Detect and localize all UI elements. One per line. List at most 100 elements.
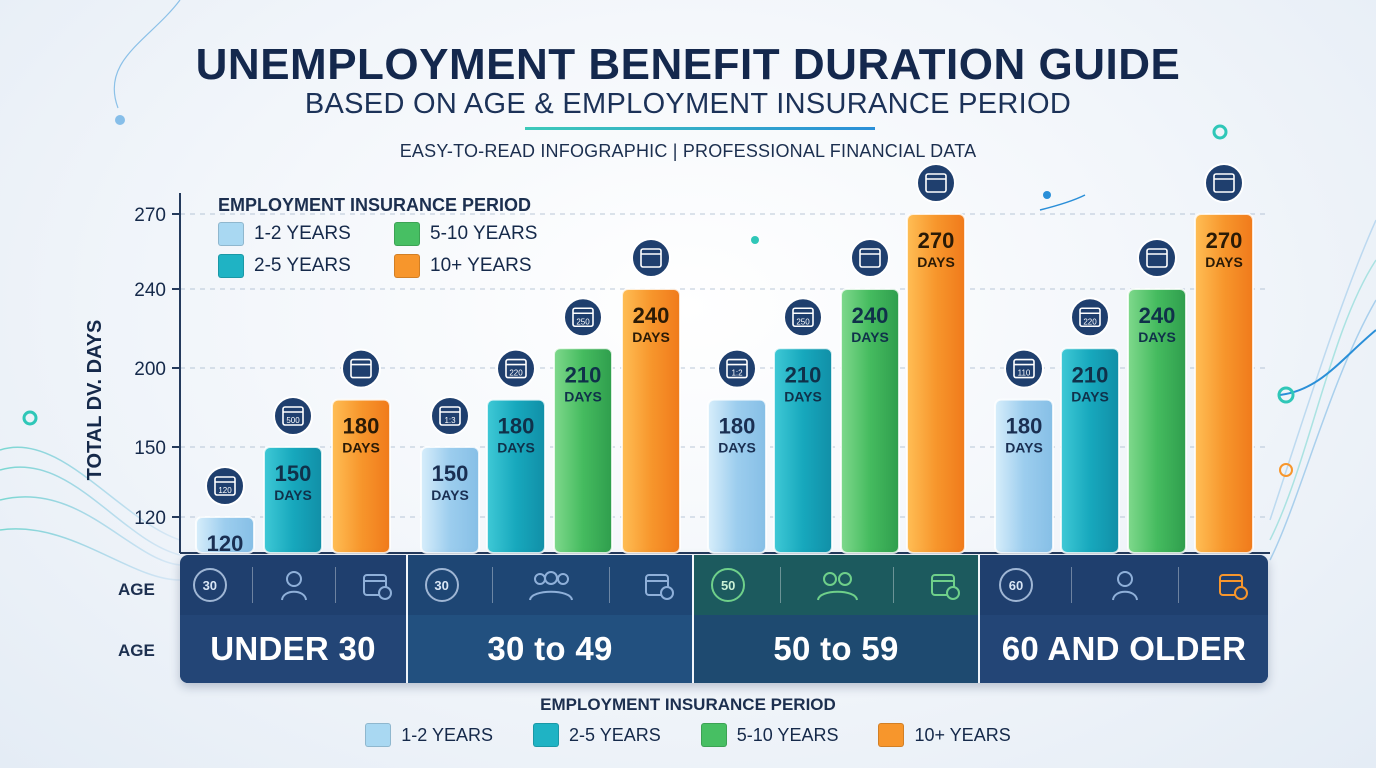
y-axis-label: TOTAL DV. DAYS <box>84 320 106 481</box>
legend-swatch <box>700 723 727 747</box>
legend-item-10-plus-years: 10+ YEARS <box>394 254 570 278</box>
bar-value-label: 180 <box>498 414 535 439</box>
bar-value-label: 180 <box>719 414 756 439</box>
legend-item-1-2-years: 1-2 YEARS <box>218 222 394 246</box>
legend-swatch <box>394 254 420 278</box>
legend-item-2-5-years: 2-5 YEARS <box>533 723 661 747</box>
legend-item-5-10-years: 5-10 YEARS <box>394 222 570 246</box>
age-group-50-to-59: 50 50 to 59 <box>694 555 978 683</box>
calendar-icon <box>1204 163 1244 203</box>
bar-unit-label: DAYS <box>784 388 822 404</box>
calendar-icon-body <box>726 358 748 379</box>
calendar-icon-body <box>640 248 662 268</box>
bar-unit-label: DAYS <box>917 254 955 270</box>
divider <box>252 567 254 603</box>
calendar-icon-number: 1:3 <box>444 416 456 425</box>
legend-item-5-10-years: 5-10 YEARS <box>700 723 838 747</box>
bar-value-label: 180 <box>343 414 380 439</box>
calendar-clock-icon <box>363 574 393 600</box>
legend-item-2-5-years: 2-5 YEARS <box>218 254 394 278</box>
age-panel: 30 UNDER 30 30 30 to 49 50 50 to 59 60 <box>180 555 1268 683</box>
legend-swatch <box>218 222 244 246</box>
bar <box>994 398 1054 554</box>
page-subtitle: BASED ON AGE & EMPLOYMENT INSURANCE PERI… <box>304 88 1072 120</box>
bar <box>773 347 833 554</box>
bar-unit-label: DAYS <box>274 487 312 503</box>
calendar-icon-body <box>925 173 947 193</box>
y-tick-label: 200 <box>134 359 166 380</box>
tagline: EASY-TO-READ INFOGRAPHIC | PROFESSIONAL … <box>399 141 977 161</box>
legend-title: EMPLOYMENT INSURANCE PERIOD <box>540 695 836 714</box>
bar <box>840 288 900 554</box>
legend-item-10-plus-years: 10+ YEARS <box>878 723 1011 747</box>
calendar-icon-number: 250 <box>796 317 810 326</box>
legend-label: 2-5 YEARS <box>569 724 661 745</box>
legend-swatch <box>394 222 420 246</box>
bar-unit-label: DAYS <box>632 329 670 345</box>
person-icon <box>1112 571 1138 601</box>
calendar-icon-body <box>505 358 527 379</box>
y-tick-label: 150 <box>134 438 166 459</box>
calendar-icon <box>850 238 890 278</box>
legend-bottom: EMPLOYMENT INSURANCE PERIOD 1-2 YEARS 2-… <box>0 695 1376 747</box>
bar-value-label: 270 <box>1206 228 1243 253</box>
calendar-icon <box>341 348 381 389</box>
divider <box>491 567 493 603</box>
calendar-clock-icon <box>930 574 960 600</box>
bar <box>1060 347 1120 554</box>
y-tick-label: 120 <box>134 508 166 529</box>
bar-value-label: 120 <box>207 531 244 556</box>
calendar-icon-number: 220 <box>1083 317 1097 326</box>
y-tick-label: 240 <box>134 280 166 301</box>
calendar-icon-body <box>214 476 236 496</box>
legend-label: 2-5 YEARS <box>254 255 351 276</box>
calendar-icon-body <box>572 307 594 328</box>
page-title: UNEMPLOYMENT BENEFIT DURATION GUIDE <box>195 40 1181 89</box>
calendar-icon-body <box>282 406 304 426</box>
divider <box>1178 567 1179 603</box>
group-icon <box>816 572 858 601</box>
calendar-icon-body <box>1146 248 1168 268</box>
bar <box>553 347 613 554</box>
calendar-icon-body <box>350 358 372 379</box>
bar <box>707 398 767 554</box>
calendar-icon-number: 500 <box>286 416 300 425</box>
calendar-clock-icon <box>645 574 675 600</box>
bar <box>1127 288 1187 554</box>
bar-unit-label: DAYS <box>564 388 602 404</box>
divider <box>893 567 895 603</box>
bar-value-label: 150 <box>275 461 312 486</box>
legend-swatch <box>878 723 905 747</box>
bar-unit-label: DAYS <box>851 329 889 345</box>
calendar-icon <box>631 238 671 278</box>
calendar-icon <box>916 163 956 203</box>
bar-value-label: 270 <box>918 228 955 253</box>
age-row-label-bottom: AGE <box>118 641 155 660</box>
bar <box>486 398 546 554</box>
bar-value-label: 240 <box>852 303 889 328</box>
bar <box>420 446 480 554</box>
divider <box>334 567 336 603</box>
bar-unit-label: DAYS <box>718 440 756 456</box>
calendar-icon-body <box>1013 358 1035 379</box>
bar-value-label: 180 <box>1006 414 1043 439</box>
calendar-icon-body <box>859 248 881 268</box>
legend-top: EMPLOYMENT INSURANCE PERIOD 1-2 YEARS 5-… <box>218 195 578 278</box>
bar-value-label: 210 <box>785 362 822 387</box>
calendar-icon-body <box>1079 307 1101 328</box>
age-group-60-and-older: 60 60 AND OLDER <box>980 555 1268 683</box>
bar <box>621 288 681 554</box>
age-group-name: 30 to 49 <box>408 615 692 683</box>
age-row-label-top: AGE <box>118 580 155 599</box>
legend-title: EMPLOYMENT INSURANCE PERIOD <box>218 195 532 215</box>
calendar-icon-number: 250 <box>576 317 590 326</box>
bar <box>906 213 966 554</box>
legend-label: 1-2 YEARS <box>401 724 494 745</box>
bar-unit-label: DAYS <box>431 487 469 503</box>
calendar-icon-number: 110 <box>1018 369 1031 378</box>
legend-item-1-2-years: 1-2 YEARS <box>365 723 493 747</box>
bar-value-label: 240 <box>633 303 670 328</box>
bar <box>331 398 391 554</box>
bar-value-label: 150 <box>432 461 469 486</box>
